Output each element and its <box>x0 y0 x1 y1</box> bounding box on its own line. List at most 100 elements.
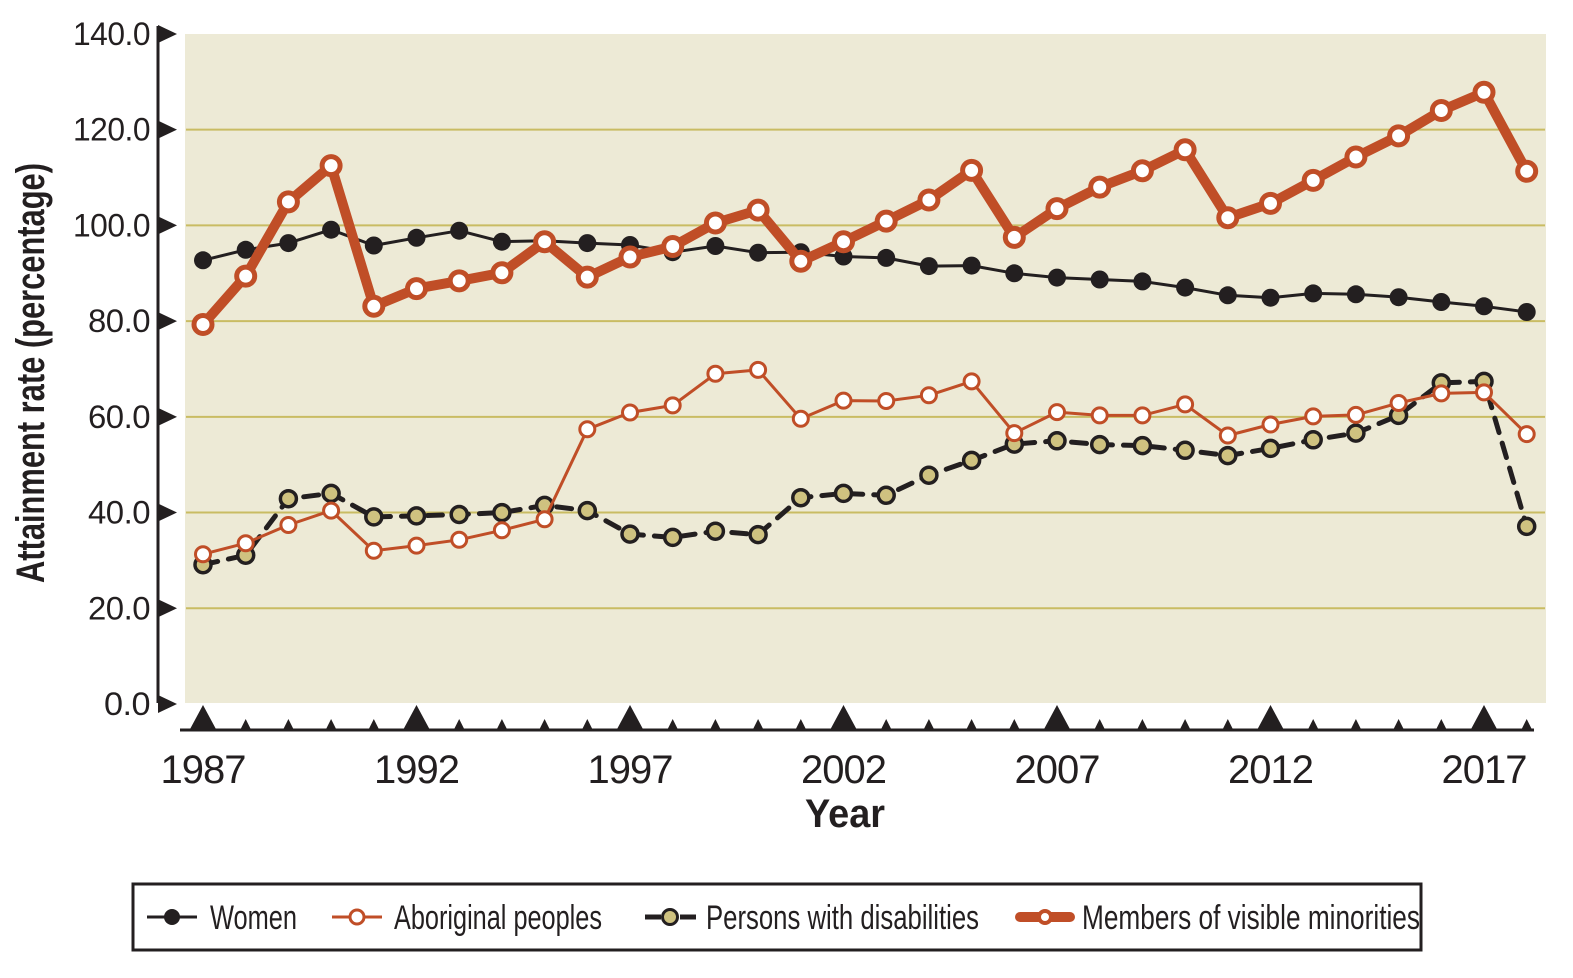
data-point-women <box>1304 284 1323 303</box>
x-axis-minor-tick <box>880 719 893 731</box>
data-point-persons-with-disabilities <box>791 487 811 508</box>
y-axis-tick-label: 60.0 <box>88 399 150 435</box>
data-point-persons-with-disabilities <box>1047 431 1067 451</box>
data-point-members-of-visible-minorities <box>1259 191 1282 215</box>
data-point-women <box>1048 268 1066 287</box>
x-axis-tick-label: 2017 <box>1442 748 1527 792</box>
data-point-persons-with-disabilities <box>705 521 726 541</box>
data-point-members-of-visible-minorities <box>1088 175 1112 199</box>
data-point-women <box>1176 278 1195 297</box>
x-axis-minor-tick <box>1520 719 1533 731</box>
data-point-persons-with-disabilities <box>278 488 299 509</box>
data-point-aboriginal-peoples <box>1261 415 1280 434</box>
data-point-persons-with-disabilities <box>1516 516 1537 537</box>
data-point-members-of-visible-minorities <box>960 158 984 182</box>
plot-area <box>185 34 1546 703</box>
data-point-aboriginal-peoples <box>194 545 212 564</box>
data-point-members-of-visible-minorities <box>1216 206 1240 230</box>
data-point-members-of-visible-minorities <box>1301 168 1325 192</box>
data-point-aboriginal-peoples <box>834 391 853 410</box>
data-point-women <box>1005 264 1024 283</box>
data-point-members-of-visible-minorities <box>874 209 898 233</box>
data-point-persons-with-disabilities <box>620 524 640 544</box>
data-point-women <box>1517 303 1536 321</box>
data-point-women <box>1133 272 1152 291</box>
data-point-aboriginal-peoples <box>1346 405 1365 424</box>
data-point-members-of-visible-minorities <box>319 154 343 178</box>
data-point-aboriginal-peoples <box>749 360 768 379</box>
x-axis-minor-tick <box>538 719 551 731</box>
data-point-aboriginal-peoples <box>1133 406 1152 425</box>
data-point-aboriginal-peoples <box>1304 407 1323 426</box>
data-point-aboriginal-peoples <box>450 530 469 549</box>
y-axis-tick-arrow <box>158 695 177 713</box>
x-axis-tick-label: 2012 <box>1228 748 1313 792</box>
x-axis-major-tick <box>616 705 644 731</box>
legend-swatch-disabilities-marker <box>661 908 679 926</box>
data-point-women <box>194 251 212 270</box>
y-axis-title: Attainment rate (percentage) <box>9 163 53 583</box>
y-axis-tick-arrow <box>158 503 177 522</box>
data-point-women <box>1218 286 1237 305</box>
data-point-members-of-visible-minorities <box>1002 225 1026 249</box>
legend-label-aboriginal-peoples: Aboriginal peoples <box>394 899 602 937</box>
x-axis-minor-tick <box>1307 719 1320 731</box>
data-point-members-of-visible-minorities <box>618 245 642 269</box>
y-axis-tick-label: 80.0 <box>88 303 150 339</box>
data-point-women <box>1432 293 1451 311</box>
data-point-aboriginal-peoples <box>621 403 639 422</box>
data-point-members-of-visible-minorities <box>661 235 685 258</box>
y-axis-tick-label: 40.0 <box>88 495 150 531</box>
data-point-women <box>706 237 725 255</box>
x-axis-major-tick <box>1043 705 1071 731</box>
data-point-women <box>919 257 938 276</box>
data-point-women <box>1261 288 1280 307</box>
data-point-persons-with-disabilities <box>662 527 683 548</box>
data-point-women <box>1475 297 1493 316</box>
legend-label-members-of-visible-minorities: Members of visible minorities <box>1082 899 1420 937</box>
y-axis-tick-arrow <box>158 312 177 331</box>
x-axis-minor-tick <box>495 719 508 731</box>
data-point-women <box>364 236 383 255</box>
data-point-persons-with-disabilities <box>449 504 469 525</box>
y-axis-tick-label: 0.0 <box>104 686 150 722</box>
data-point-members-of-visible-minorities <box>1429 99 1453 122</box>
data-point-members-of-visible-minorities <box>1344 145 1368 169</box>
data-point-aboriginal-peoples <box>322 501 341 520</box>
x-axis-minor-tick <box>1179 719 1192 731</box>
x-axis-minor-tick <box>1435 719 1448 731</box>
data-point-persons-with-disabilities <box>406 506 427 526</box>
data-point-aboriginal-peoples <box>1218 426 1237 445</box>
data-point-members-of-visible-minorities <box>746 198 770 222</box>
data-point-women <box>578 234 597 253</box>
x-axis-title: Year <box>805 792 885 836</box>
legend-swatch-women-marker <box>164 909 180 925</box>
data-point-members-of-visible-minorities <box>1173 138 1197 162</box>
x-axis-minor-tick <box>666 719 679 731</box>
data-point-persons-with-disabilities <box>1175 440 1195 461</box>
data-point-aboriginal-peoples <box>1005 424 1024 443</box>
x-axis-minor-tick <box>1093 719 1106 731</box>
data-point-members-of-visible-minorities <box>1515 159 1539 183</box>
data-point-women <box>236 240 255 259</box>
x-axis-minor-tick <box>794 719 807 731</box>
y-axis-tick-label: 20.0 <box>88 590 150 626</box>
data-point-members-of-visible-minorities <box>234 264 258 288</box>
x-axis-minor-tick <box>453 719 466 731</box>
data-point-persons-with-disabilities <box>961 450 982 471</box>
data-point-aboriginal-peoples <box>407 536 426 555</box>
x-axis-tick-label: 2002 <box>801 748 886 792</box>
legend-label-women: Women <box>210 899 297 937</box>
data-point-members-of-visible-minorities <box>276 190 300 214</box>
legend-label-persons-with-disabilities: Persons with disabilities <box>706 899 979 937</box>
data-point-aboriginal-peoples <box>535 510 554 529</box>
x-axis-minor-tick <box>1136 719 1149 731</box>
data-point-persons-with-disabilities <box>1089 434 1110 455</box>
data-point-members-of-visible-minorities <box>1045 197 1069 221</box>
data-point-aboriginal-peoples <box>1517 425 1536 444</box>
data-point-women <box>1090 270 1109 289</box>
x-axis-major-tick <box>189 705 217 731</box>
data-point-members-of-visible-minorities <box>490 261 514 285</box>
data-point-women <box>749 243 768 262</box>
data-point-members-of-visible-minorities <box>575 265 599 289</box>
